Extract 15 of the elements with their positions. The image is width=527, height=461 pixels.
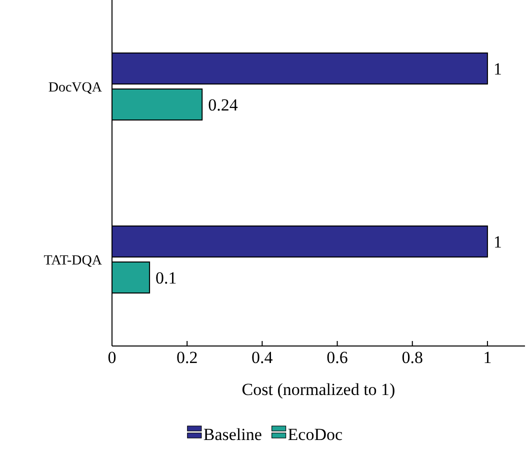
x-tick-label: 0.2 [176, 348, 198, 367]
x-tick-label: 0 [108, 348, 116, 367]
x-tick-label: 1 [483, 348, 492, 367]
legend-label: EcoDoc [288, 424, 344, 444]
x-tick-label: 0.6 [326, 348, 348, 367]
y-tick-label: TAT-DQA [44, 253, 103, 268]
x-tick-label: 0.4 [252, 348, 274, 367]
x-tick-label: 0.8 [402, 348, 423, 367]
legend-label: Baseline [203, 424, 262, 444]
data-label: 0.1 [156, 268, 177, 288]
data-label: 1 [493, 59, 502, 78]
y-tick-label: DocVQA [48, 80, 103, 96]
data-label: 1 [493, 232, 502, 252]
data-label: 0.24 [208, 95, 238, 114]
x-axis-title: Cost (normalized to 1) [242, 380, 396, 399]
